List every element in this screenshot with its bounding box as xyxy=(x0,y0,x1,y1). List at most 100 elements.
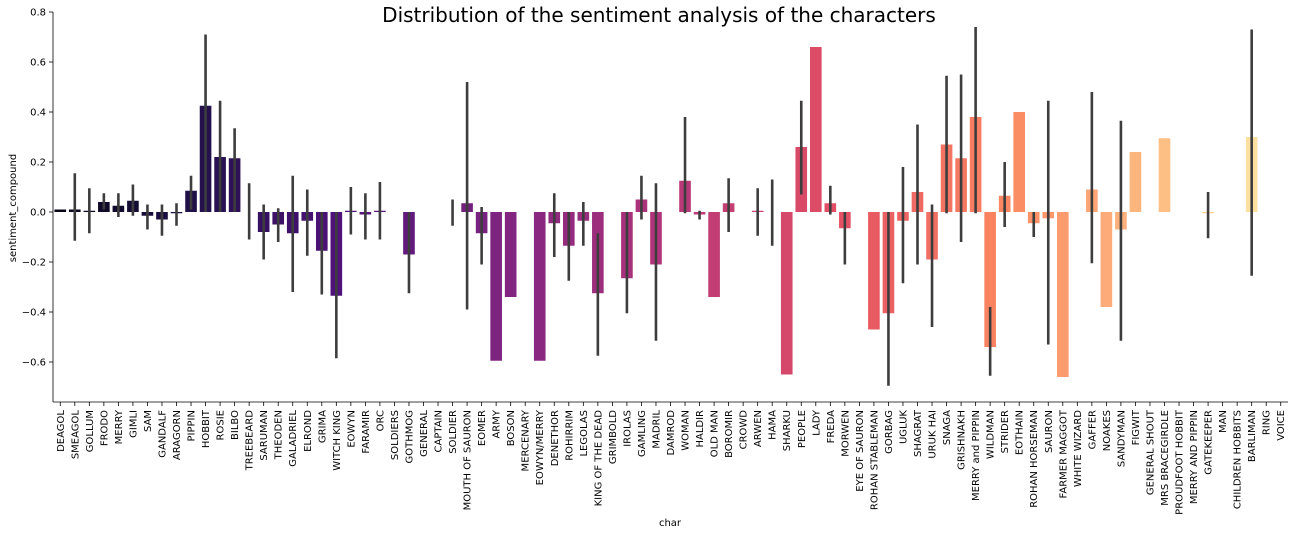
x-tick-label: OLD MAN xyxy=(710,410,721,457)
x-tick-label: BARLIMAN xyxy=(1247,410,1258,462)
x-tick-label: FARAMIR xyxy=(361,410,372,454)
x-tick-label: ROHIRRIM xyxy=(564,410,575,461)
x-tick-label: MERRY AND PIPPIN xyxy=(1189,410,1200,504)
bar xyxy=(708,212,720,297)
x-tick-label: CROWD xyxy=(739,410,750,450)
x-tick-label: GRIMBOLD xyxy=(608,410,619,464)
x-tick-label: FARMER MAGGOT xyxy=(1058,409,1069,498)
x-tick-label: MERCENARY xyxy=(521,409,532,471)
x-tick-label: GANDALF xyxy=(157,410,168,458)
x-tick-label: WOMAN xyxy=(681,410,692,451)
x-tick-label: GAFFER xyxy=(1087,410,1098,449)
x-tick-label: MERRY xyxy=(114,409,125,444)
bar xyxy=(1013,112,1026,212)
x-tick-label: EYE OF SAURON xyxy=(855,410,866,492)
x-tick-label: SAURON xyxy=(1044,410,1055,453)
x-tick-label: PEOPLE xyxy=(797,410,808,448)
x-tick-label: FREDA xyxy=(826,410,837,444)
x-tick-label: KING OF THE DEAD xyxy=(593,410,604,507)
bar xyxy=(780,212,793,375)
x-tick-label: DEAGOL xyxy=(56,410,67,452)
x-tick-label: VOICE xyxy=(1276,410,1287,441)
x-tick-label: CHILDREN HOBBITS xyxy=(1233,410,1244,509)
x-tick-label: GALADRIEL xyxy=(288,410,299,467)
bar xyxy=(54,209,67,212)
x-tick-label: GAMLING xyxy=(637,410,648,457)
y-tick-label: 0.8 xyxy=(30,8,46,19)
x-tick-label: FRODO xyxy=(99,410,110,446)
x-tick-label: SAM xyxy=(143,410,154,432)
x-tick-label: EOWYN xyxy=(346,410,357,448)
x-tick-label: CAPTAIN xyxy=(434,410,445,452)
x-axis: DEAGOL SMEAGOL GOLLUM FRODO MERRY GIMLI SAM GAN… xyxy=(53,401,1288,515)
x-tick-label: SOLDIERS xyxy=(390,410,401,460)
bar xyxy=(1129,152,1142,212)
y-tick-label: 0.6 xyxy=(30,58,46,69)
x-tick-label: ORC xyxy=(375,410,386,431)
x-tick-label: TREEBEARD xyxy=(245,410,256,472)
y-tick-label: 0.4 xyxy=(30,108,46,119)
x-tick-label: NOAKES xyxy=(1102,410,1113,451)
x-tick-label: EOMER xyxy=(477,410,488,446)
x-tick-label: HAMA xyxy=(768,410,779,440)
y-tick-label: −0.6 xyxy=(22,358,46,369)
x-tick-label: BILBO xyxy=(230,410,241,440)
x-tick-label: STRIDER xyxy=(1000,410,1011,453)
x-tick-label: SHAGRAT xyxy=(913,409,924,457)
bar xyxy=(533,212,546,361)
x-tick-label: GIMLI xyxy=(128,410,139,438)
x-tick-label: SNAGA xyxy=(942,410,953,445)
x-tick-label: ROSIE xyxy=(216,410,227,440)
x-tick-label: WITCH KING xyxy=(332,410,343,471)
x-tick-label: BOSON xyxy=(506,410,517,446)
x-tick-label: FIGWIT xyxy=(1131,409,1142,445)
x-tick-label: GRIMA xyxy=(317,410,328,443)
bar xyxy=(868,212,880,330)
x-tick-label: GOLLUM xyxy=(85,410,96,452)
x-tick-label: MERRY and PIPPIN xyxy=(971,410,982,501)
bar xyxy=(1158,138,1171,212)
x-tick-label: THEODEN xyxy=(274,410,285,460)
y-tick-label: −0.4 xyxy=(22,308,46,319)
x-tick-label: ARAGORN xyxy=(172,410,183,460)
bar xyxy=(984,212,996,347)
x-tick-label: SANDYMAN xyxy=(1116,410,1127,467)
x-tick-label: MAN xyxy=(1218,410,1229,433)
x-tick-label: RING xyxy=(1262,410,1273,435)
bar xyxy=(1100,212,1113,307)
x-tick-label: GRISHNAKH xyxy=(957,410,968,470)
bar xyxy=(1056,212,1069,377)
x-tick-label: HOBBIT xyxy=(201,409,212,448)
x-tick-label: IROLAS xyxy=(622,410,633,447)
x-tick-label: ROHAN STABLEMAN xyxy=(869,410,880,510)
x-tick-label: DENETHOR xyxy=(550,410,561,466)
y-tick-label: 0.0 xyxy=(30,208,46,219)
x-tick-label: ROHAN HORSEMAN xyxy=(1029,410,1040,508)
bar xyxy=(809,47,822,212)
y-axis-label: sentiment_compound xyxy=(8,154,19,262)
x-tick-label: ELROND xyxy=(303,410,314,452)
x-tick-label: LEGOLAS xyxy=(579,410,590,457)
x-tick-label: GOTHMOG xyxy=(404,410,415,464)
y-tick-label: −0.2 xyxy=(22,258,46,269)
x-tick-label: ARWEN xyxy=(753,410,764,447)
x-tick-label: EOWYN/MERRY xyxy=(535,409,546,485)
x-tick-label: WHITE WIZARD xyxy=(1073,410,1084,487)
bar xyxy=(490,212,502,361)
x-tick-label: ARMY xyxy=(492,409,503,438)
x-tick-label: SHARKU xyxy=(782,410,793,451)
x-tick-label: WILDMAN xyxy=(986,410,997,459)
x-tick-label: PROUDFOOT HOBBIT xyxy=(1175,409,1186,515)
x-tick-label: MADRIL xyxy=(651,410,662,449)
x-tick-label: GENERAL xyxy=(419,410,430,457)
x-tick-label: SOLDIER xyxy=(448,410,459,454)
x-tick-label: EOTHAIN xyxy=(1015,410,1026,455)
y-tick-label: 0.2 xyxy=(30,158,46,169)
x-tick-label: GATEKEEPER xyxy=(1204,410,1215,475)
x-tick-label: MRS BRACEGIRDLE xyxy=(1160,410,1171,506)
chart-title: Distribution of the sentiment analysis o… xyxy=(382,3,936,27)
x-tick-label: SARUMAN xyxy=(259,410,270,461)
y-axis: −0.6 −0.4 −0.2 0.0 0.2 0.4 0.6 0.8 xyxy=(22,8,54,402)
x-tick-label: URUK HAI xyxy=(928,410,939,459)
